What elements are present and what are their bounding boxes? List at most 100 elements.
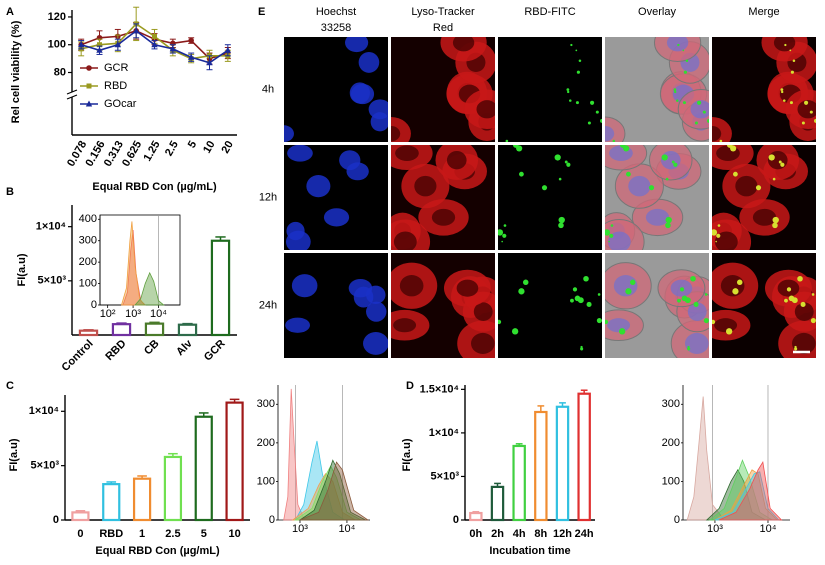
nucleus bbox=[714, 318, 738, 333]
fitc-dot bbox=[726, 145, 733, 148]
row-label: 12h bbox=[259, 191, 277, 203]
fitc-dot bbox=[712, 319, 716, 325]
fitc-dot bbox=[682, 101, 686, 105]
fitc-dot bbox=[772, 222, 778, 229]
x-tick-label: 1.25 bbox=[142, 139, 163, 164]
fitc-dot bbox=[629, 279, 636, 286]
marker bbox=[132, 27, 140, 34]
x-tick-label: RBD bbox=[103, 338, 128, 363]
fitc-dot bbox=[590, 100, 595, 105]
bar bbox=[111, 323, 132, 337]
bar bbox=[71, 511, 90, 522]
fitc-dot bbox=[683, 70, 687, 74]
y-tick-label: 5×10³ bbox=[31, 460, 60, 472]
fitc-dot bbox=[558, 222, 564, 229]
fitc-dot bbox=[503, 224, 507, 227]
fitc-dot bbox=[626, 171, 631, 177]
x-tick-label: 8h bbox=[534, 528, 547, 540]
y-tick-label: 1.5×10⁴ bbox=[420, 383, 459, 395]
x-tick-label: 10⁴ bbox=[338, 523, 355, 535]
nucleus bbox=[391, 125, 401, 142]
x-tick-label: 12h bbox=[553, 528, 572, 540]
image-bg bbox=[498, 145, 602, 250]
fitc-dot bbox=[570, 298, 574, 303]
fitc-dot bbox=[792, 59, 796, 62]
micrograph bbox=[605, 253, 709, 358]
bar bbox=[555, 405, 570, 522]
fitc-dot bbox=[814, 118, 816, 123]
y-tick-label: 0 bbox=[53, 514, 59, 526]
fitc-dot bbox=[703, 317, 709, 324]
y-axis-title: FI(a.u) bbox=[401, 438, 413, 471]
micrograph bbox=[605, 145, 709, 250]
x-tick-label: 10² bbox=[100, 308, 116, 320]
fitc-dot bbox=[625, 288, 632, 295]
fitc-dot bbox=[719, 139, 723, 142]
x-tick-label: 10³ bbox=[292, 523, 308, 535]
nucleus bbox=[716, 145, 740, 161]
bar bbox=[534, 410, 548, 522]
fitc-dot bbox=[572, 287, 578, 292]
y-axis-title: Rel cell viability (%) bbox=[10, 20, 22, 123]
nucleus bbox=[287, 145, 313, 162]
fitc-dot bbox=[518, 288, 525, 295]
image-bg bbox=[498, 253, 602, 358]
fitc-dot bbox=[567, 90, 570, 94]
fitc-dot bbox=[502, 233, 507, 238]
marker bbox=[151, 41, 158, 48]
column-header: Red bbox=[433, 22, 453, 34]
marker bbox=[188, 37, 194, 44]
fitc-dot bbox=[673, 162, 678, 167]
fitc-dot bbox=[541, 185, 548, 191]
histogram-area bbox=[134, 271, 165, 306]
fitc-dot bbox=[797, 275, 803, 282]
x-tick-label: 10⁴ bbox=[760, 523, 777, 535]
nucleus bbox=[285, 230, 311, 250]
histogram-area bbox=[299, 461, 370, 521]
x-axis-title: Equal RBD Con (µg/mL) bbox=[95, 545, 220, 557]
fitc-dot bbox=[586, 301, 592, 307]
micrograph bbox=[498, 37, 602, 142]
micrograph bbox=[284, 145, 388, 250]
fitc-dot bbox=[619, 145, 626, 148]
fitc-dot bbox=[690, 275, 696, 282]
micrograph bbox=[391, 253, 495, 358]
panel-label: C bbox=[6, 380, 14, 392]
fitc-dot bbox=[704, 293, 708, 296]
bar bbox=[78, 329, 99, 337]
fitc-dot bbox=[687, 347, 691, 351]
fitc-dot bbox=[676, 99, 679, 102]
x-tick-label: GCR bbox=[202, 338, 228, 364]
x-tick-label: 0.625 bbox=[120, 139, 144, 169]
nucleus bbox=[452, 37, 475, 52]
x-tick-label: 4h bbox=[513, 528, 526, 540]
plot-frame bbox=[99, 214, 181, 306]
nucleus bbox=[350, 83, 375, 105]
nucleus bbox=[284, 125, 294, 142]
x-axis-title: Equal RBD Con (µg/mL) bbox=[92, 181, 217, 193]
fitc-dot bbox=[583, 275, 589, 282]
fitc-dot bbox=[576, 70, 580, 74]
x-tick-label: 10 bbox=[201, 139, 218, 156]
fitc-dot bbox=[786, 287, 792, 292]
nucleus bbox=[685, 332, 709, 354]
fitc-dot bbox=[569, 99, 572, 102]
fitc-dot bbox=[707, 118, 709, 123]
y-tick-label: 0 bbox=[269, 514, 275, 526]
marker bbox=[114, 41, 122, 48]
fitc-dot bbox=[736, 279, 743, 286]
fitc-dot bbox=[784, 43, 787, 47]
column-header: Lyso-Tracker bbox=[411, 6, 475, 18]
fitc-dot bbox=[684, 297, 691, 304]
fitc-dot bbox=[498, 319, 502, 325]
fitc-dot bbox=[693, 301, 699, 307]
nucleus bbox=[446, 150, 467, 170]
nucleus bbox=[345, 37, 369, 53]
panel-label: A bbox=[6, 6, 14, 18]
fitc-dot bbox=[673, 88, 677, 91]
nucleus bbox=[285, 317, 311, 333]
fitc-dot bbox=[794, 347, 798, 351]
x-tick-label: 0h bbox=[469, 528, 482, 540]
nucleus bbox=[797, 100, 816, 119]
bar bbox=[512, 444, 526, 522]
